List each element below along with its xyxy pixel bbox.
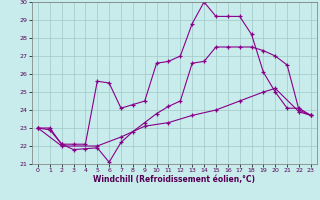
X-axis label: Windchill (Refroidissement éolien,°C): Windchill (Refroidissement éolien,°C) (93, 175, 255, 184)
